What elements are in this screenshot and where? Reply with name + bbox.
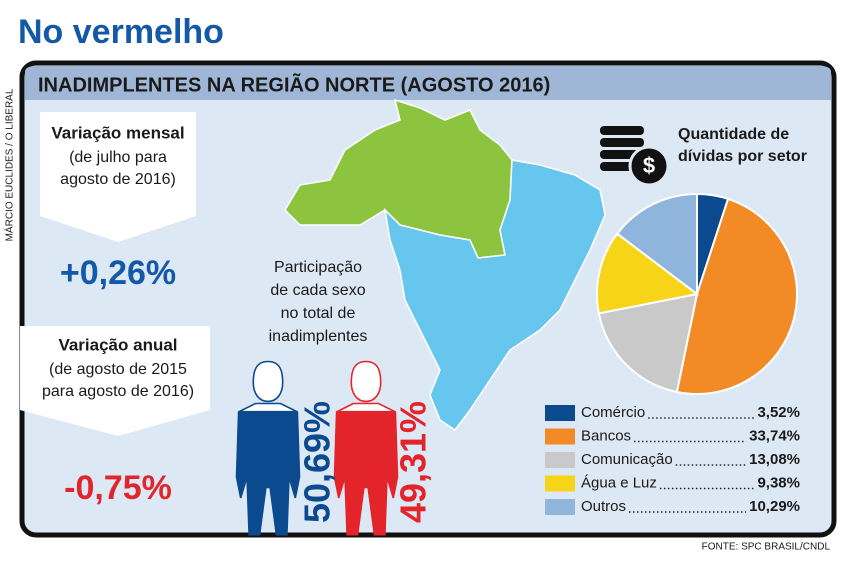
male-value: 50,69% — [297, 401, 338, 523]
legend-swatch — [545, 452, 575, 468]
gender-caption: Participação — [274, 259, 362, 276]
pie-slice — [675, 197, 798, 395]
gender-caption: no total de — [281, 305, 356, 322]
pie-title: dívidas por setor — [678, 148, 807, 165]
value-label: 13,08% — [749, 451, 800, 468]
box-title: Variação anual — [58, 335, 177, 354]
value-label: 33,74% — [749, 427, 800, 444]
legend-label: Comércio — [581, 404, 645, 421]
annual-value: -0,75% — [64, 469, 172, 507]
legend-swatch — [545, 405, 575, 421]
value-label: 9,38% — [757, 474, 800, 491]
legend: Comércio 3,52% Bancos 33,74% Comunicação 13,0… — [545, 404, 800, 515]
gender-caption: de cada sexo — [270, 282, 365, 299]
credit: MÁRCIO EUCLIDES / O LIBERAL — [3, 88, 16, 241]
panel-title: INADIMPLENTES NA REGIÃO NORTE (AGOSTO 20… — [38, 73, 550, 96]
map-south — [383, 159, 606, 432]
box-title: Variação mensal — [51, 123, 184, 142]
pie-slice — [615, 192, 698, 297]
legend-swatch — [545, 475, 575, 492]
legend-label: Água e Luz — [581, 474, 657, 491]
arrow-box — [20, 326, 210, 436]
legend-label: Comunicação — [581, 451, 673, 468]
box-text: para agosto de 2016) — [42, 383, 194, 400]
legend-swatch — [545, 428, 575, 445]
arrow-box — [40, 112, 196, 242]
value-label: 3,52% — [757, 404, 800, 421]
gender-caption: inadimplentes — [269, 328, 368, 345]
pie — [596, 192, 798, 395]
box-text: (de julho para — [69, 149, 167, 166]
monthly-value: +0,26% — [60, 254, 176, 292]
source: FONTE: SPC BRASIL/CNDL — [702, 542, 831, 553]
box-text: agosto de 2016) — [60, 171, 176, 188]
pie-slice — [596, 232, 700, 315]
page-title: No vermelho — [18, 13, 224, 51]
panel-header — [25, 66, 831, 100]
svg-text:$: $ — [643, 153, 655, 178]
legend-swatch — [545, 499, 575, 515]
female-value: 49,31% — [393, 401, 434, 523]
coins-icon: $ — [600, 126, 670, 187]
value-label: 10,29% — [749, 498, 800, 515]
legend-label: Outros — [581, 498, 626, 515]
pie-slice — [597, 292, 699, 394]
pie-title: Quantidade de — [678, 126, 789, 143]
legend-label: Bancos — [581, 427, 631, 444]
box-text: (de agosto de 2015 — [49, 361, 187, 378]
